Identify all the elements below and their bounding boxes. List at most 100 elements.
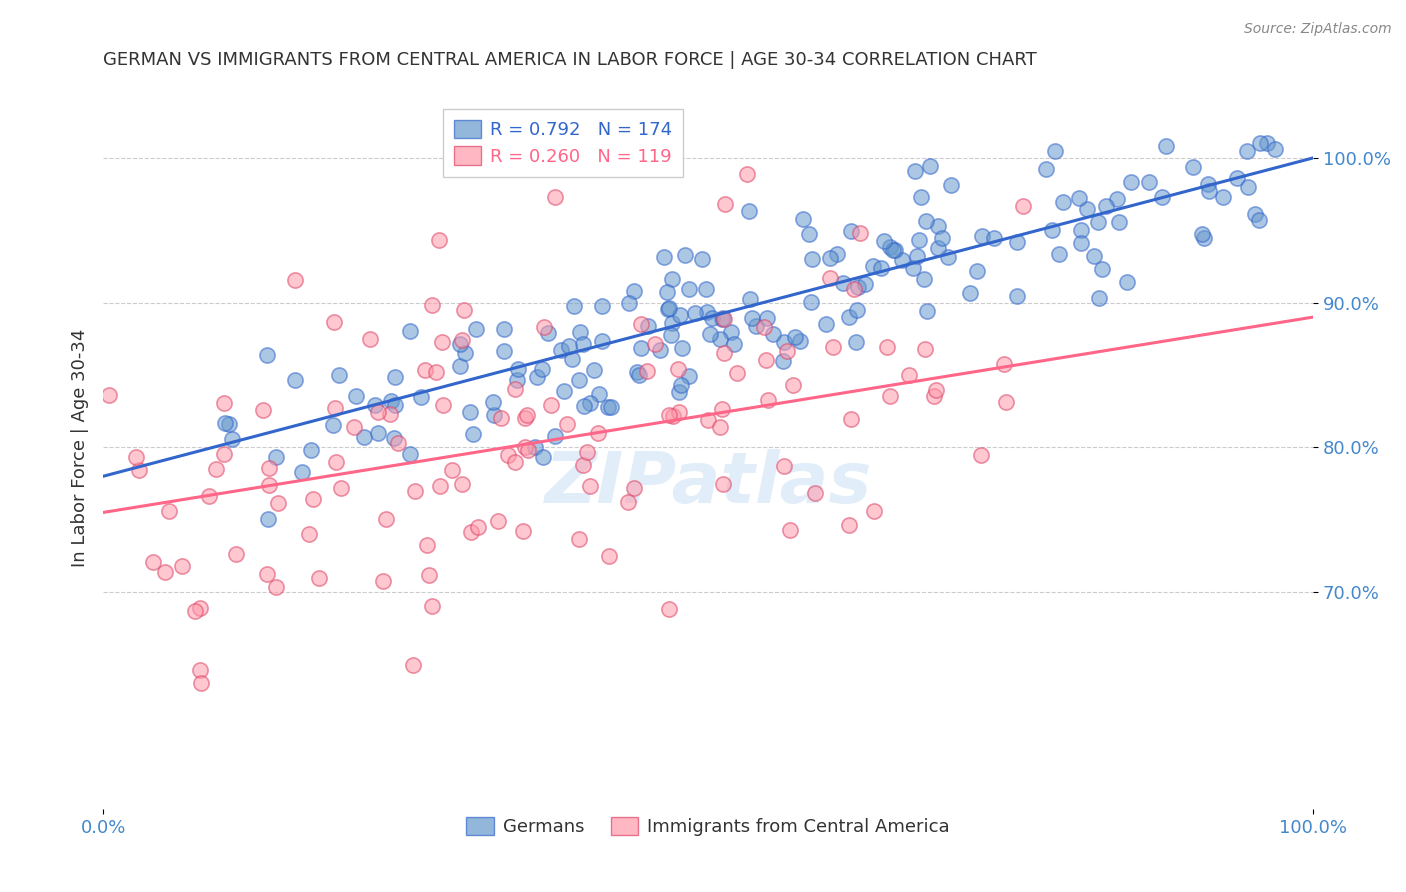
Point: [668, 362, 690, 376]
Point: [657, 301, 679, 316]
Point: [489, 411, 512, 425]
Point: [1249, 212, 1271, 227]
Point: [411, 390, 433, 404]
Point: [927, 219, 949, 234]
Point: [492, 322, 515, 336]
Point: [1067, 191, 1090, 205]
Point: [425, 365, 447, 379]
Point: [553, 384, 575, 399]
Point: [839, 412, 862, 426]
Point: [870, 260, 893, 275]
Point: [188, 601, 211, 615]
Point: [1094, 199, 1116, 213]
Point: [284, 373, 307, 387]
Point: [530, 362, 553, 376]
Point: [1192, 231, 1215, 245]
Point: [1116, 275, 1139, 289]
Point: [450, 476, 472, 491]
Point: [825, 246, 848, 260]
Point: [876, 340, 898, 354]
Point: [586, 426, 609, 441]
Point: [898, 368, 921, 383]
Point: [523, 440, 546, 454]
Point: [467, 520, 489, 534]
Point: [1236, 144, 1258, 158]
Point: [1198, 184, 1220, 198]
Point: [776, 344, 799, 359]
Point: [308, 571, 330, 585]
Point: [627, 368, 650, 382]
Point: [560, 351, 582, 366]
Point: [789, 334, 811, 349]
Point: [415, 363, 437, 377]
Point: [256, 567, 278, 582]
Point: [735, 167, 758, 181]
Point: [544, 429, 567, 443]
Point: [374, 512, 396, 526]
Point: [983, 231, 1005, 245]
Point: [782, 378, 804, 392]
Point: [920, 159, 942, 173]
Point: [128, 463, 150, 477]
Point: [839, 224, 862, 238]
Point: [655, 285, 678, 300]
Point: [1197, 177, 1219, 191]
Point: [591, 299, 613, 313]
Point: [533, 320, 555, 334]
Point: [818, 251, 841, 265]
Point: [420, 298, 443, 312]
Point: [800, 295, 823, 310]
Point: [562, 299, 585, 313]
Point: [1244, 207, 1267, 221]
Point: [218, 417, 240, 431]
Point: [661, 316, 683, 330]
Point: [904, 163, 927, 178]
Point: [1087, 215, 1109, 229]
Point: [188, 663, 211, 677]
Point: [1091, 261, 1114, 276]
Point: [328, 368, 350, 383]
Point: [486, 514, 509, 528]
Point: [659, 328, 682, 343]
Point: [1005, 289, 1028, 303]
Point: [652, 250, 675, 264]
Point: [779, 524, 801, 538]
Point: [367, 405, 389, 419]
Point: [463, 427, 485, 442]
Point: [1256, 136, 1278, 151]
Point: [710, 402, 733, 417]
Point: [198, 489, 221, 503]
Point: [927, 241, 949, 255]
Point: [290, 465, 312, 479]
Point: [204, 462, 226, 476]
Point: [675, 248, 697, 262]
Point: [1181, 161, 1204, 175]
Point: [800, 252, 823, 266]
Point: [257, 477, 280, 491]
Point: [1137, 175, 1160, 189]
Point: [713, 312, 735, 326]
Point: [648, 343, 671, 357]
Point: [1005, 235, 1028, 249]
Point: [454, 346, 477, 360]
Point: [1040, 223, 1063, 237]
Point: [432, 335, 454, 350]
Point: [1011, 199, 1033, 213]
Point: [630, 341, 652, 355]
Point: [741, 311, 763, 326]
Point: [619, 295, 641, 310]
Point: [657, 601, 679, 615]
Point: [890, 253, 912, 268]
Point: [257, 460, 280, 475]
Point: [513, 440, 536, 454]
Point: [256, 348, 278, 362]
Point: [831, 276, 853, 290]
Point: [678, 281, 700, 295]
Point: [644, 337, 666, 351]
Point: [225, 547, 247, 561]
Point: [583, 362, 606, 376]
Point: [503, 455, 526, 469]
Point: [591, 334, 613, 348]
Point: [699, 326, 721, 341]
Point: [298, 527, 321, 541]
